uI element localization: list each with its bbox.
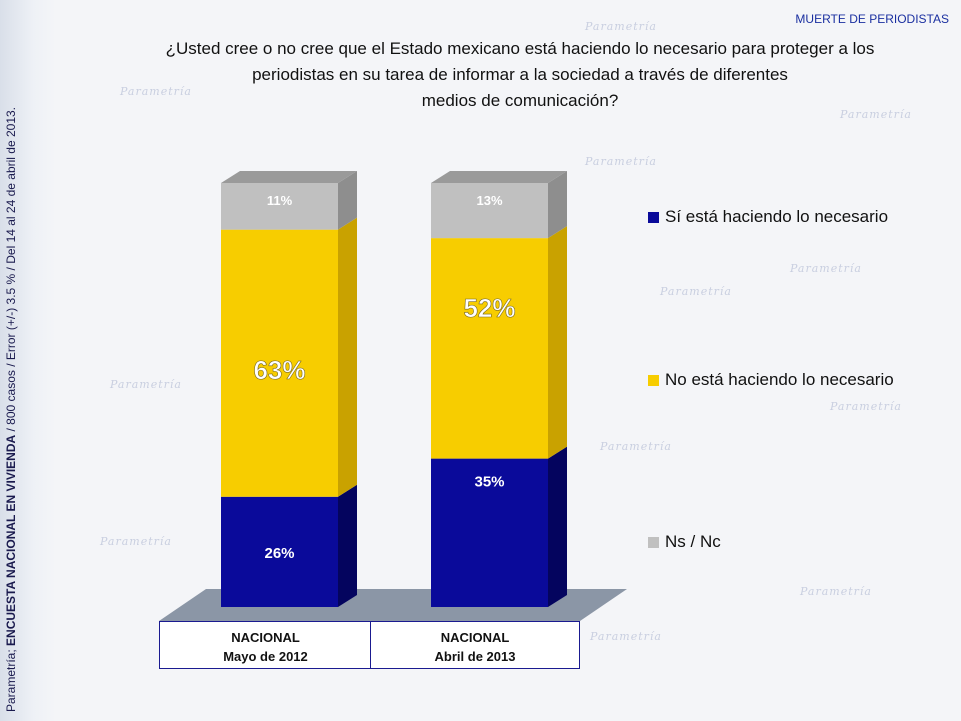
bar-side-no-2 — [548, 226, 567, 459]
data-label-si-1: 26% — [264, 545, 294, 562]
bar-side-ns-1 — [338, 171, 357, 230]
x-category-1-line2: Mayo de 2012 — [223, 649, 308, 664]
legend-item-no: No está haciendo lo necesario — [648, 370, 894, 390]
x-category-box-1: NACIONAL Mayo de 2012 — [159, 621, 372, 669]
data-label-no-1: 63% — [253, 355, 305, 385]
data-label-ns-1: 11% — [267, 193, 293, 208]
data-label-si-2: 35% — [474, 474, 504, 491]
x-category-box-2: NACIONAL Abril de 2013 — [370, 621, 580, 669]
legend-label-ns: Ns / Nc — [665, 532, 721, 551]
bar-si-2 — [431, 458, 548, 607]
x-category-1-line1: NACIONAL — [231, 630, 300, 645]
question-line-2: periodistas en su tarea de informar a la… — [252, 65, 788, 84]
x-category-2-line1: NACIONAL — [440, 630, 510, 645]
legend-swatch-ns — [648, 536, 659, 548]
question-line-1: ¿Usted cree o no cree que el Estado mexi… — [165, 39, 875, 58]
data-label-no-2: 52% — [463, 293, 515, 323]
bar-si-1 — [221, 496, 338, 607]
legend-item-ns: Ns / Nc — [648, 532, 721, 552]
x-category-2-line2: Abril de 2013 — [434, 649, 516, 664]
legend-swatch-si — [648, 211, 659, 223]
question-line-3: medios de comunicación? — [421, 91, 619, 110]
bar-top-1 — [221, 171, 357, 183]
legend-item-si: Sí está haciendo lo necesario — [648, 207, 888, 227]
question-title: ¿Usted cree o no cree que el Estado mexi… — [100, 36, 940, 114]
bar-no-2 — [431, 238, 548, 459]
side-strip — [0, 0, 56, 721]
bar-ns-2 — [431, 183, 548, 239]
bar-side-ns-2 — [548, 171, 567, 239]
data-label-ns-2: 13% — [476, 193, 502, 208]
legend-label-si: Sí está haciendo lo necesario — [665, 207, 889, 226]
bar-ns-1 — [221, 183, 338, 230]
bar-top-2 — [431, 171, 567, 183]
legend-swatch-no — [648, 374, 659, 386]
topic-label: MUERTE DE PERIODISTAS — [795, 12, 949, 26]
bar-side-si-1 — [338, 484, 357, 607]
legend-label-no: No está haciendo lo necesario — [665, 370, 894, 389]
bar-side-no-1 — [338, 217, 357, 497]
bar-side-si-2 — [548, 446, 567, 607]
bar-no-1 — [221, 229, 338, 497]
